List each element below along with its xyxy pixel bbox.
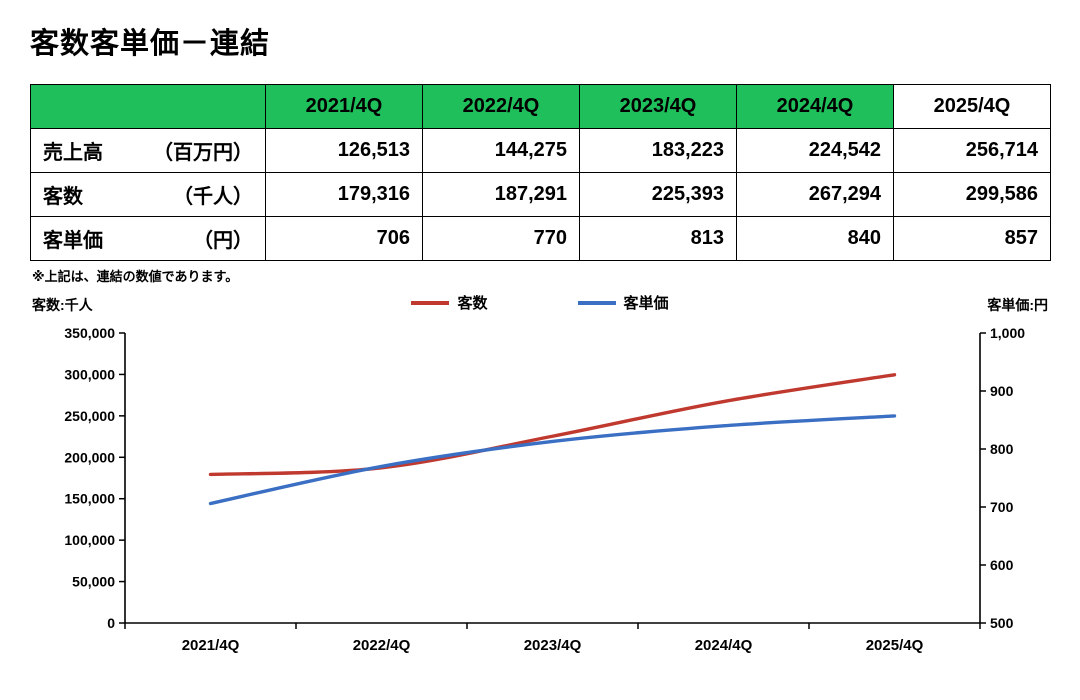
value-cell: 706: [265, 216, 423, 261]
right-axis-tick-label: 600: [990, 557, 1014, 573]
left-axis-tick-label: 300,000: [64, 366, 115, 382]
column-header-2025: 2025/4Q: [893, 84, 1051, 129]
column-header-2021: 2021/4Q: [265, 84, 423, 129]
chart-legend: 客数 客単価: [30, 292, 1050, 313]
right-axis-tick-label: 500: [990, 615, 1014, 631]
series-line-left: [208, 373, 897, 477]
column-header-2024: 2024/4Q: [736, 84, 894, 129]
value-cell: 187,291: [422, 172, 580, 217]
value-cell: 179,316: [265, 172, 423, 217]
legend-item-spend: 客単価: [577, 292, 669, 313]
value-cell: 267,294: [736, 172, 894, 217]
left-axis-tick-label: 350,000: [64, 325, 115, 341]
footnote: ※上記は、連結の数値であります。: [32, 269, 239, 284]
value-cell: 813: [579, 216, 737, 261]
x-axis-category-label: 2025/4Q: [866, 637, 924, 654]
row-header-sales: 売上高 （百万円）: [30, 128, 266, 173]
data-table: 2021/4Q 2022/4Q 2023/4Q 2024/4Q 2025/4Q …: [30, 84, 1051, 261]
value-cell: 840: [736, 216, 894, 261]
legend-label: 客単価: [623, 295, 669, 312]
value-cell: 183,223: [579, 128, 737, 173]
left-axis-tick-label: 50,000: [72, 574, 115, 590]
row-label: 客単価: [43, 230, 103, 252]
blue-line-swatch: [577, 300, 616, 305]
right-axis-tick-label: 800: [990, 441, 1014, 457]
right-axis-tick-label: 700: [990, 499, 1014, 515]
row-unit: （千人）: [173, 186, 253, 208]
row-header-spend: 客単価 （円）: [30, 216, 266, 261]
value-cell: 299,586: [893, 172, 1051, 217]
row-label: 客数: [43, 186, 83, 208]
left-axis-unit-label: 客数:千人: [32, 297, 93, 313]
right-axis-tick-label: 1,000: [990, 325, 1025, 341]
chart-area: 0 50,000 100,000 150,000 200,000 250,000 300,0…: [30, 308, 1050, 680]
left-axis-tick-label: 150,000: [64, 491, 115, 507]
column-header-2022: 2022/4Q: [422, 84, 580, 129]
value-cell: 224,542: [736, 128, 894, 173]
page-title: 客数客単価－連結: [30, 28, 271, 60]
right-axis-tick-label: 900: [990, 383, 1014, 399]
left-axis-tick-label: 200,000: [64, 449, 115, 465]
right-axis-unit-label: 客単価:円: [987, 297, 1048, 313]
left-axis-tick-label: 250,000: [64, 408, 115, 424]
left-axis-tick-label: 0: [107, 615, 115, 631]
row-unit: （百万円）: [153, 142, 253, 164]
left-axis-tick-label: 100,000: [64, 532, 115, 548]
value-cell: 857: [893, 216, 1051, 261]
value-cell: 225,393: [579, 172, 737, 217]
row-header-customers: 客数 （千人）: [30, 172, 266, 217]
table-header-row: 2021/4Q 2022/4Q 2023/4Q 2024/4Q 2025/4Q: [30, 84, 1051, 129]
x-axis-category-label: 2024/4Q: [695, 637, 753, 654]
legend-label: 客数: [457, 295, 488, 312]
series-line-right: [208, 414, 897, 506]
table-row-spend: 客単価 （円） 706 770 813 840 857: [30, 216, 1051, 261]
x-axis-category-label: 2023/4Q: [524, 637, 582, 654]
x-axis-category-label: 2021/4Q: [182, 637, 240, 654]
value-cell: 126,513: [265, 128, 423, 173]
dual-axis-line-chart: 0 50,000 100,000 150,000 200,000 250,000 300,0…: [64, 325, 1025, 654]
table-row-customers: 客数 （千人） 179,316 187,291 225,393 267,294 …: [30, 172, 1051, 217]
column-header-2023: 2023/4Q: [579, 84, 737, 129]
table-row-sales: 売上高 （百万円） 126,513 144,275 183,223 224,54…: [30, 128, 1051, 173]
row-label: 売上高: [43, 142, 103, 164]
x-axis-category-label: 2022/4Q: [353, 637, 411, 654]
red-line-swatch: [411, 300, 450, 305]
row-unit: （円）: [193, 230, 253, 252]
value-cell: 770: [422, 216, 580, 261]
legend-row: 客数:千人 客数 客単価 客単価:円: [30, 292, 1050, 316]
value-cell: 144,275: [422, 128, 580, 173]
table-corner-cell: [30, 84, 266, 129]
legend-item-customers: 客数: [411, 292, 488, 313]
value-cell: 256,714: [893, 128, 1051, 173]
